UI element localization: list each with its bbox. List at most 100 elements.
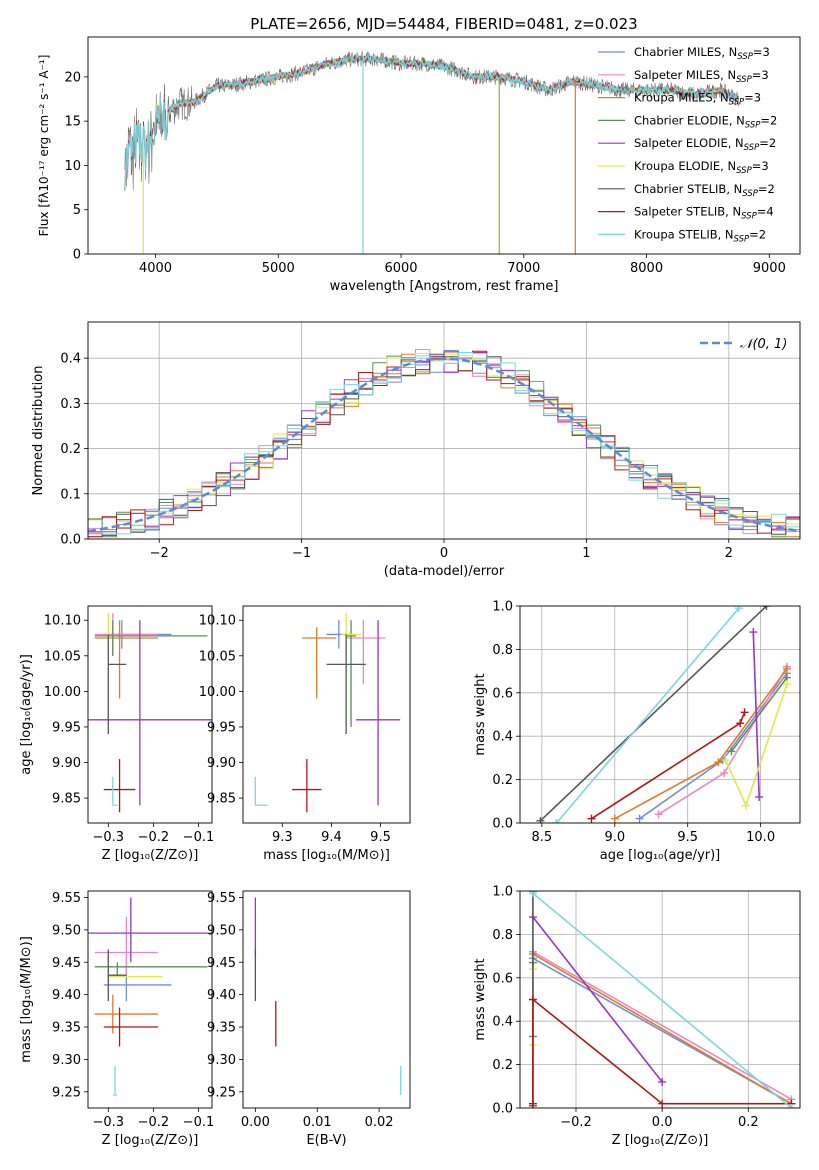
x-axis-label-0: wavelength [Angstrom, rest frame] — [330, 279, 559, 294]
errorbar-point-2 — [301, 627, 337, 699]
y-tick-label-5: 9.50 — [207, 923, 236, 938]
y-tick-label-4: 10.05 — [199, 649, 236, 664]
axes-1: −2 −1 0 1 2 0.0 0.1 0.2 0.3 0.4 (data-model)/error… — [31, 321, 801, 579]
y-tick-label-0: 9.25 — [52, 1085, 81, 1100]
errorbar-point-1 — [94, 916, 158, 976]
y-tick-label-0: 0 — [73, 248, 81, 263]
axes-frame-6 — [242, 890, 411, 1109]
errorbar-point-4 — [355, 620, 401, 806]
x-tick-label-0: −0.2 — [560, 1115, 592, 1130]
series-line-8 — [532, 892, 792, 1108]
y-tick-label-4: 0.4 — [60, 352, 81, 367]
mass-weight-series-8 — [528, 891, 796, 1108]
series-line-2 — [532, 953, 792, 1105]
y-tick-label-1: 9.90 — [52, 756, 81, 771]
y-tick-label-5: 1.0 — [492, 885, 513, 900]
x-tick-label-0: −0.3 — [93, 1115, 125, 1130]
errorbar-point-4 — [88, 897, 212, 963]
series-marker-7-0 — [587, 814, 596, 823]
y-tick-label-5: 10.10 — [44, 614, 81, 629]
errorbar-point-1 — [346, 620, 386, 685]
x-tick-label-1: −0.2 — [138, 1115, 170, 1130]
errorbar-point-8 — [112, 776, 118, 806]
x-axis-label-3: mass [log₁₀(M/M⊙)] — [263, 848, 390, 863]
series-line-7 — [532, 997, 792, 1105]
spectrum-title: PLATE=2656, MJD=54484, FIBERID=0481, z=0… — [250, 15, 637, 33]
plot-area-6 — [254, 897, 402, 1096]
legend-label-8: Kroupa STELIB, NSSP=2 — [634, 227, 766, 244]
y-tick-label-5: 1.0 — [492, 600, 513, 615]
series-line-3 — [730, 677, 788, 752]
x-tick-label-0: −0.3 — [93, 830, 125, 845]
x-tick-label-1: −0.2 — [138, 830, 170, 845]
y-tick-label-3: 0.3 — [60, 397, 81, 412]
axes-7: −0.2 0.0 0.2 0.0 0.2 0.4 0.6 0.8 1.0 Z [log₁₀(Z/Z… — [473, 885, 801, 1148]
axes-frame-3 — [242, 605, 411, 824]
x-tick-label-1: 9.4 — [321, 830, 342, 845]
y-tick-label-1: 0.2 — [492, 773, 513, 788]
histogram-series-8 — [88, 352, 800, 538]
legend-label-normal: 𝒩(0, 1) — [740, 337, 787, 352]
series-marker-7-1 — [528, 995, 537, 1004]
y-tick-label-4: 0.8 — [492, 643, 513, 658]
axes-frame-0 — [87, 36, 801, 255]
axes-frame-5 — [87, 890, 213, 1109]
legend-label-7: Salpeter STELIB, NSSP=4 — [634, 205, 774, 222]
series-line-4 — [532, 916, 663, 1083]
x-axis-label-5: Z [log₁₀(Z/Z⊙)] — [102, 1133, 199, 1148]
x-tick-label-1: 9.0 — [604, 830, 625, 845]
series-line-8 — [555, 607, 740, 823]
y-tick-label-2: 9.35 — [52, 1021, 81, 1036]
y-tick-label-3: 9.40 — [52, 988, 81, 1003]
y-tick-label-2: 10 — [64, 159, 81, 174]
plot-area-7 — [520, 891, 800, 1108]
series-marker-4-0 — [749, 628, 758, 637]
x-tick-label-2: −0.1 — [183, 830, 215, 845]
x-tick-label-3: 10.0 — [746, 830, 775, 845]
y-tick-label-3: 15 — [64, 115, 81, 130]
x-tick-label-1: 0.0 — [652, 1115, 673, 1130]
x-tick-label-1: −1 — [292, 546, 311, 561]
x-tick-label-5: 9000 — [753, 261, 786, 276]
series-marker-5-0 — [721, 756, 730, 765]
plot-area-1 — [88, 322, 800, 539]
errorbar-point-8 — [254, 776, 268, 806]
y-tick-label-6: 9.55 — [207, 891, 236, 906]
errorbar-point-8 — [112, 1065, 118, 1096]
x-tick-label-2: 0.2 — [738, 1115, 759, 1130]
y-tick-label-4: 9.45 — [207, 956, 236, 971]
plot-area-4 — [520, 606, 800, 823]
plot-area-3 — [254, 613, 401, 813]
errorbar-point-7 — [103, 1007, 158, 1047]
spectrum-legend: Chabrier MILES, NSSP=3 Salpeter MILES, NS… — [598, 45, 777, 244]
axes-4: 8.5 9.0 9.5 10.0 0.0 0.2 0.4 0.6 0.8 1.0 age [log₁… — [473, 600, 801, 863]
mass-weight-series-8 — [552, 606, 743, 823]
y-tick-label-2: 0.2 — [60, 442, 81, 457]
series-marker-6-1 — [762, 606, 771, 610]
errorbar-point-3 — [346, 620, 356, 727]
y-tick-label-0: 9.25 — [207, 1085, 236, 1100]
series-marker-8-1 — [787, 1104, 796, 1108]
series-marker-8-1 — [734, 606, 743, 613]
mass-weight-series-5 — [721, 680, 791, 810]
y-tick-label-5: 9.50 — [52, 923, 81, 938]
series-marker-7-1 — [736, 719, 745, 728]
x-tick-label-3: 7000 — [507, 261, 540, 276]
errorbar-point-6 — [107, 634, 127, 735]
y-axis-label-2: age [log₁₀(age/yr)] — [19, 654, 34, 775]
errorbar-point-6 — [326, 634, 366, 735]
y-tick-label-1: 9.30 — [207, 1053, 236, 1068]
y-tick-label-4: 20 — [64, 70, 81, 85]
y-tick-label-3: 0.6 — [492, 971, 513, 986]
axes-frame-7 — [519, 890, 801, 1109]
series-marker-1-1 — [720, 769, 729, 778]
x-tick-label-2: 9.5 — [370, 830, 391, 845]
plot-area-0 — [124, 51, 740, 254]
x-tick-label-1: 0.01 — [303, 1115, 332, 1130]
series-marker-3-0 — [727, 747, 736, 756]
series-marker-2-1 — [714, 758, 723, 767]
x-tick-label-1: 5000 — [262, 261, 295, 276]
y-tick-label-0: 0.0 — [492, 1102, 513, 1117]
legend-label-6: Chabrier STELIB, NSSP=2 — [634, 182, 775, 199]
